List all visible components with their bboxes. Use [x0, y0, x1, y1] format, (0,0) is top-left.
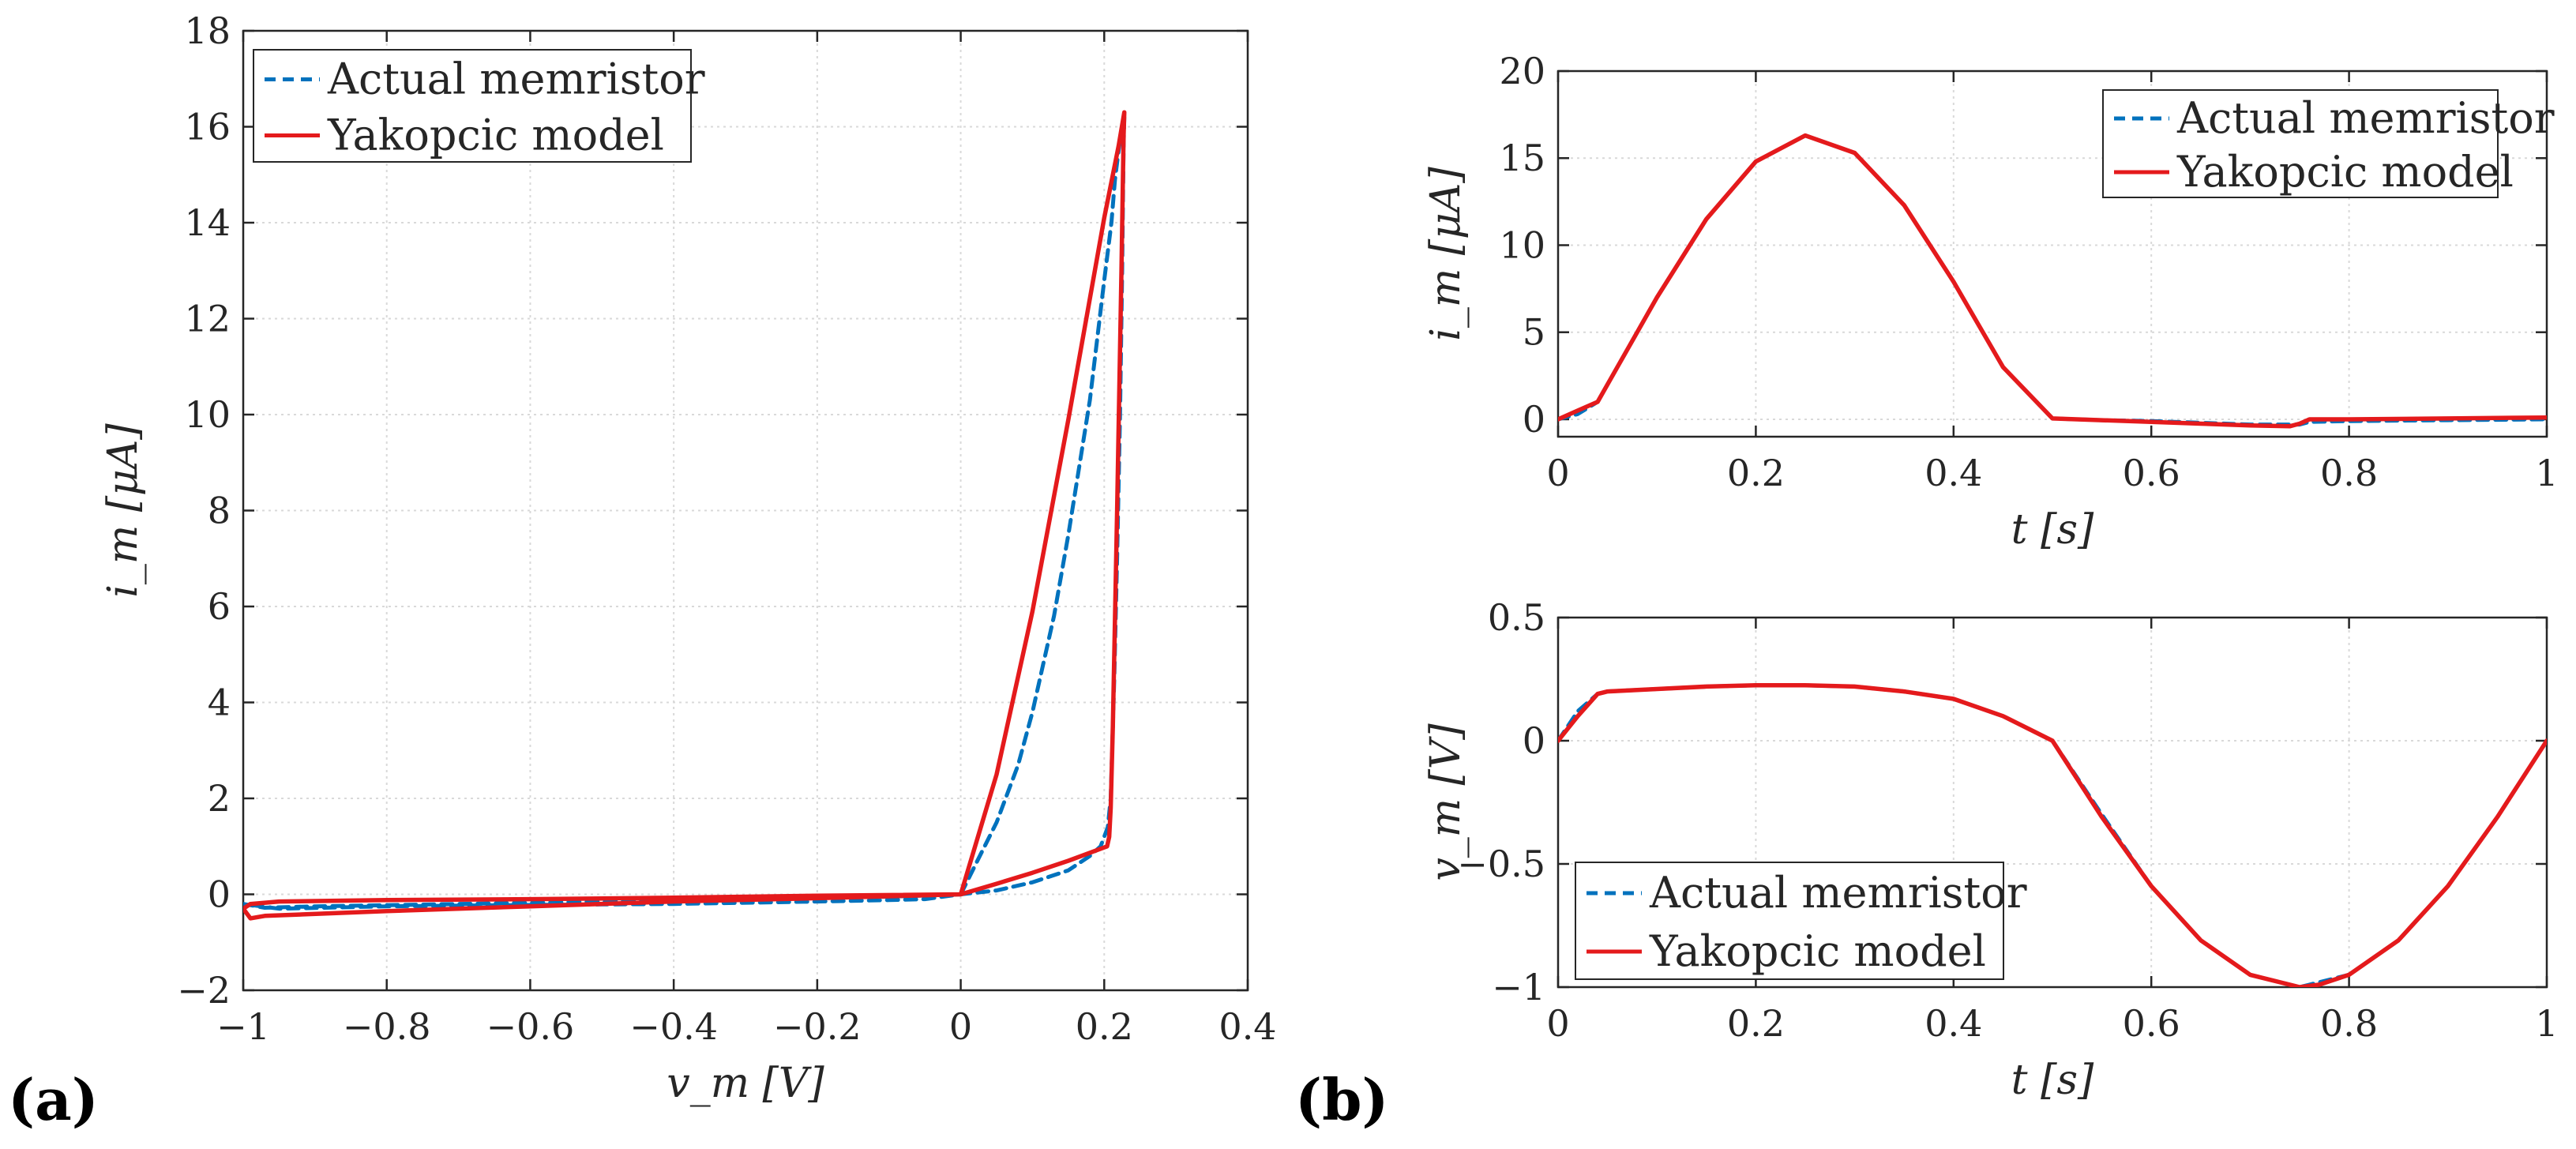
x-tick-label: 0 [949, 1005, 972, 1048]
y-tick-label: 2 [208, 777, 231, 820]
x-tick-label: −0.8 [343, 1005, 431, 1048]
x-tick-label: −0.6 [486, 1005, 575, 1048]
y-tick-label: 8 [208, 490, 231, 532]
legend-box [253, 49, 692, 163]
x-axis-label: v_m [V] [667, 1060, 824, 1107]
y-axis-label: i_m [μA] [100, 423, 147, 598]
y-axis-label: v_m [V] [1422, 723, 1470, 881]
y-tick-label: 18 [184, 9, 231, 52]
legend-label-yakopcic-model: Yakopcic model [2176, 147, 2514, 197]
y-axis-label: i_m [μA] [1422, 167, 1470, 341]
chart-b-voltage: 0 0.2 0.4 0.6 0.8 1 −1 −0.5 0 0.5 t [s] v_m [V] Actu… [1422, 596, 2559, 1104]
y-tick-label: 0 [1523, 719, 1545, 762]
x-tick-label: 1 [2535, 452, 2558, 494]
x-tick-label: 0.4 [1219, 1005, 1276, 1048]
x-tick-label: −0.2 [773, 1005, 862, 1048]
legend-a: Actual memristor Yakopcic model [253, 49, 705, 163]
y-tick-label: −0.5 [1457, 843, 1545, 885]
legend-b-voltage: Actual memristor Yakopcic model [1575, 862, 2027, 980]
series-line-yakopcic-model [1558, 133, 2547, 429]
y-tick-label: 6 [208, 585, 231, 628]
panel-label-a: (a) [8, 1066, 99, 1133]
legend-label-actual-memristor: Actual memristor [1649, 868, 2027, 918]
x-tick-label: 0.2 [1727, 1002, 1785, 1045]
axes-box-b-current [1556, 69, 2548, 438]
legend-label-yakopcic-model: Yakopcic model [327, 111, 664, 160]
y-tick-label: 12 [184, 298, 231, 340]
y-tick-label: 10 [1499, 223, 1545, 266]
x-tick-label: 0 [1546, 1002, 1569, 1045]
y-tick-label: −1 [1492, 966, 1545, 1008]
x-tick-label: 1 [2535, 1002, 2558, 1045]
legend-label-yakopcic-model: Yakopcic model [1649, 926, 1986, 976]
series-line-yakopcic-model [243, 110, 1127, 921]
series-line-yakopcic-model [1558, 683, 2547, 987]
legend-box [2102, 89, 2499, 198]
x-tick-label: −0.4 [629, 1005, 718, 1048]
x-tick-label: 0.4 [1924, 1002, 1982, 1045]
y-tick-label: 0 [208, 873, 231, 916]
legend-label-actual-memristor: Actual memristor [327, 54, 705, 104]
y-tick-label: 16 [184, 106, 231, 148]
y-tick-label: 14 [184, 201, 231, 244]
y-tick-label: 0.5 [1488, 596, 1545, 639]
y-tick-label: 20 [1499, 50, 1545, 92]
legend-label-actual-memristor: Actual memristor [2176, 93, 2555, 143]
x-tick-label: 0.6 [2123, 1002, 2180, 1045]
x-tick-label: 0.6 [2123, 452, 2180, 494]
x-axis-label: t [s] [2011, 1057, 2094, 1104]
y-tick-label: 15 [1499, 137, 1545, 179]
x-tick-label: 0.4 [1924, 452, 1982, 494]
chart-a: −1 −0.8 −0.6 −0.4 −0.2 0 0.2 0.4 −2 0 2 4 6 8 10 12 14 16… [100, 9, 1277, 1107]
x-tick-label: 0.8 [2320, 452, 2378, 494]
x-tick-label: 0.8 [2320, 1002, 2378, 1045]
axes-box-b-voltage [1556, 616, 2548, 989]
legend-box [1575, 862, 2004, 980]
y-tick-label: 5 [1523, 311, 1545, 354]
panel-label-b: (b) [1295, 1066, 1388, 1133]
y-tick-label: 10 [184, 393, 231, 436]
x-tick-label: −1 [216, 1005, 270, 1048]
y-tick-label: 0 [1523, 398, 1545, 441]
y-tick-label: 4 [208, 682, 231, 724]
x-tick-label: 0.2 [1076, 1005, 1133, 1048]
x-tick-label: 0 [1546, 452, 1569, 494]
x-axis-label: t [s] [2011, 506, 2094, 554]
plot-area-a [243, 31, 1248, 990]
x-tick-label: 0.2 [1727, 452, 1785, 494]
y-tick-label: −2 [177, 969, 231, 1012]
